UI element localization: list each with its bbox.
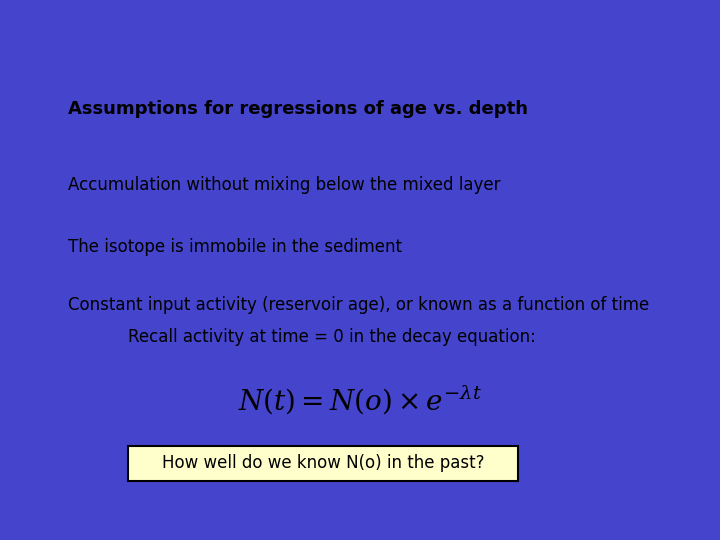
Text: Constant input activity (reservoir age), or known as a function of time: Constant input activity (reservoir age),…: [68, 296, 649, 314]
Text: The isotope is immobile in the sediment: The isotope is immobile in the sediment: [68, 238, 402, 256]
FancyBboxPatch shape: [128, 446, 518, 481]
Text: Recall activity at time = 0 in the decay equation:: Recall activity at time = 0 in the decay…: [128, 328, 536, 346]
Text: Assumptions for regressions of age vs. depth: Assumptions for regressions of age vs. d…: [68, 100, 528, 118]
Text: Accumulation without mixing below the mixed layer: Accumulation without mixing below the mi…: [68, 176, 500, 194]
Text: $N(t) = N(o) \times e^{-\lambda t}$: $N(t) = N(o) \times e^{-\lambda t}$: [238, 383, 482, 416]
Text: How well do we know N(o) in the past?: How well do we know N(o) in the past?: [162, 455, 485, 472]
